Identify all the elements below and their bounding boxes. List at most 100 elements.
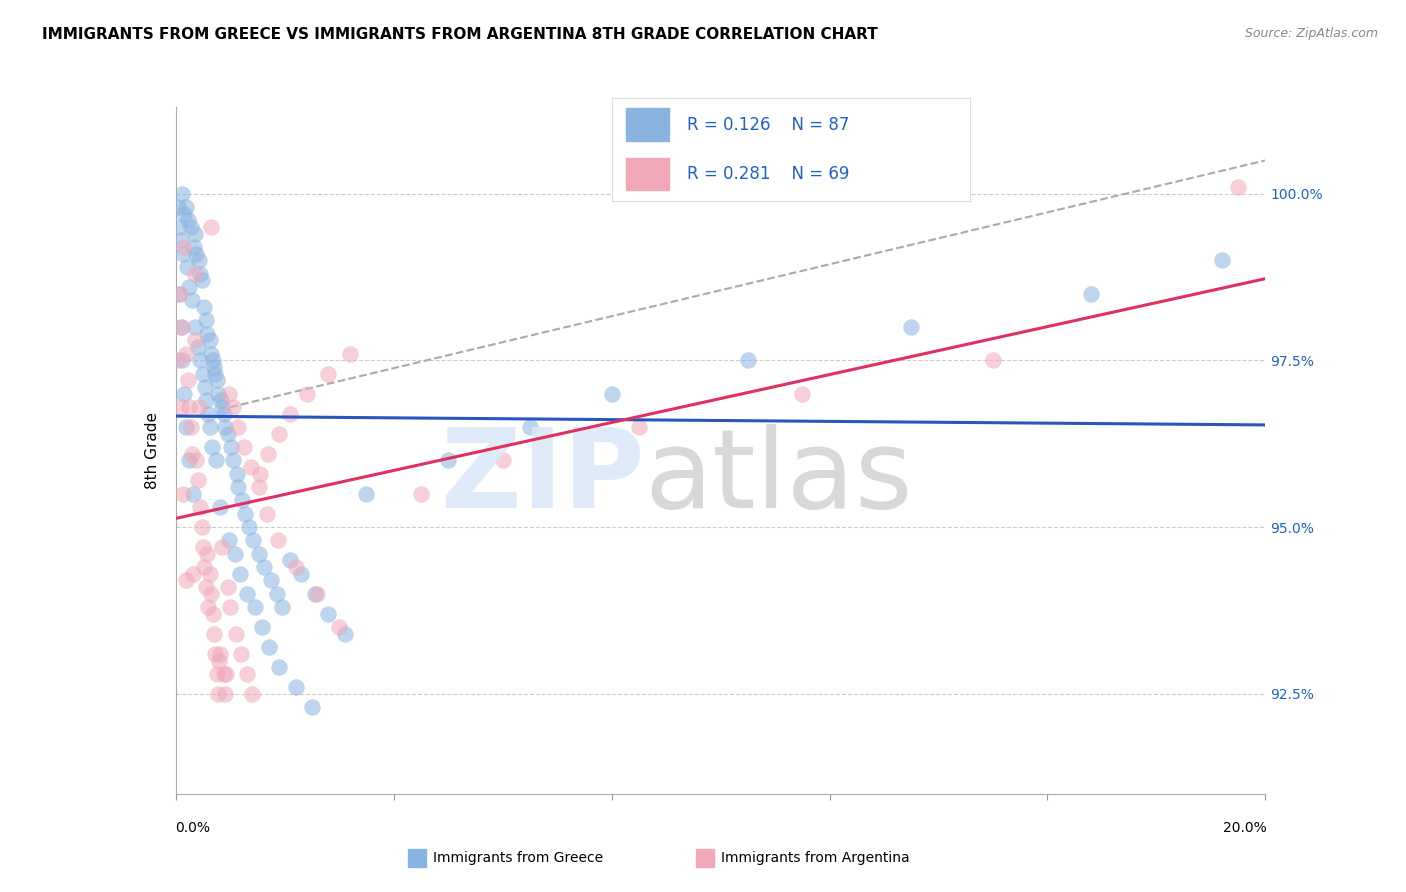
Point [209, 393, 232, 408]
Point [200, 220, 222, 235]
Point [202, 627, 225, 641]
Point [222, 400, 245, 414]
Point [200, 347, 222, 361]
Point [218, 386, 240, 401]
Point [243, 600, 266, 615]
Point [184, 227, 207, 241]
Point [169, 320, 191, 334]
Text: IMMIGRANTS FROM GREECE VS IMMIGRANTS FROM ARGENTINA 8TH GRADE CORRELATION CHART: IMMIGRANTS FROM GREECE VS IMMIGRANTS FRO… [42, 27, 877, 42]
Point [169, 220, 191, 235]
Point [492, 453, 515, 467]
Point [198, 566, 221, 581]
Point [301, 700, 323, 714]
Point [195, 393, 218, 408]
Point [193, 300, 215, 314]
Point [278, 553, 301, 567]
Point [215, 666, 238, 681]
Point [194, 580, 217, 594]
Point [173, 386, 195, 401]
Point [212, 666, 235, 681]
Point [240, 687, 263, 701]
Point [207, 386, 229, 401]
Point [184, 320, 207, 334]
Point [519, 420, 541, 434]
Point [186, 474, 209, 488]
Point [187, 253, 209, 268]
Point [218, 533, 240, 548]
Point [249, 467, 271, 481]
Point [225, 627, 247, 641]
Point [187, 400, 209, 414]
Point [194, 313, 217, 327]
Point [167, 200, 190, 214]
Point [177, 453, 200, 467]
Point [197, 600, 219, 615]
Point [238, 520, 260, 534]
Point [179, 400, 201, 414]
Point [221, 440, 243, 454]
Point [259, 640, 281, 655]
Point [172, 320, 194, 334]
Point [228, 480, 250, 494]
Point [260, 574, 283, 588]
Point [225, 467, 247, 481]
Point [211, 400, 233, 414]
Point [181, 447, 204, 461]
Text: R = 0.126    N = 87: R = 0.126 N = 87 [688, 116, 849, 134]
Text: atlas: atlas [644, 425, 912, 532]
Text: ZIP: ZIP [441, 425, 644, 532]
Point [217, 580, 239, 594]
Point [186, 453, 208, 467]
Point [202, 360, 225, 375]
Point [290, 566, 312, 581]
Point [242, 533, 264, 548]
Point [184, 267, 207, 281]
Point [201, 607, 224, 621]
Point [333, 627, 356, 641]
Point [211, 540, 233, 554]
Point [328, 620, 350, 634]
Point [167, 353, 190, 368]
Point [188, 267, 211, 281]
Point [173, 240, 195, 254]
Point [181, 293, 204, 308]
Point [180, 420, 202, 434]
Point [191, 367, 214, 381]
Point [191, 520, 214, 534]
Point [193, 560, 215, 574]
Point [188, 500, 211, 515]
Point [318, 607, 340, 621]
Point [191, 273, 214, 287]
Text: Source: ZipAtlas.com: Source: ZipAtlas.com [1244, 27, 1378, 40]
Point [339, 347, 361, 361]
Point [232, 440, 254, 454]
Point [231, 493, 253, 508]
Point [174, 574, 197, 588]
Point [201, 353, 224, 368]
Point [307, 587, 329, 601]
Point [318, 367, 340, 381]
Point [229, 566, 252, 581]
Point [184, 334, 207, 348]
Point [200, 587, 222, 601]
Point [180, 220, 202, 235]
Point [235, 587, 257, 601]
Point [222, 453, 245, 467]
Point [198, 420, 221, 434]
Point [737, 353, 759, 368]
Point [177, 374, 200, 388]
Point [271, 600, 294, 615]
Point [214, 420, 236, 434]
Point [207, 687, 229, 701]
Point [256, 507, 278, 521]
Text: 20.0%: 20.0% [1223, 822, 1267, 835]
Point [253, 560, 276, 574]
Point [228, 420, 250, 434]
Point [231, 647, 253, 661]
Point [257, 447, 280, 461]
Point [235, 507, 257, 521]
Point [900, 320, 922, 334]
Point [284, 680, 307, 694]
Point [295, 386, 318, 401]
Point [195, 326, 218, 341]
